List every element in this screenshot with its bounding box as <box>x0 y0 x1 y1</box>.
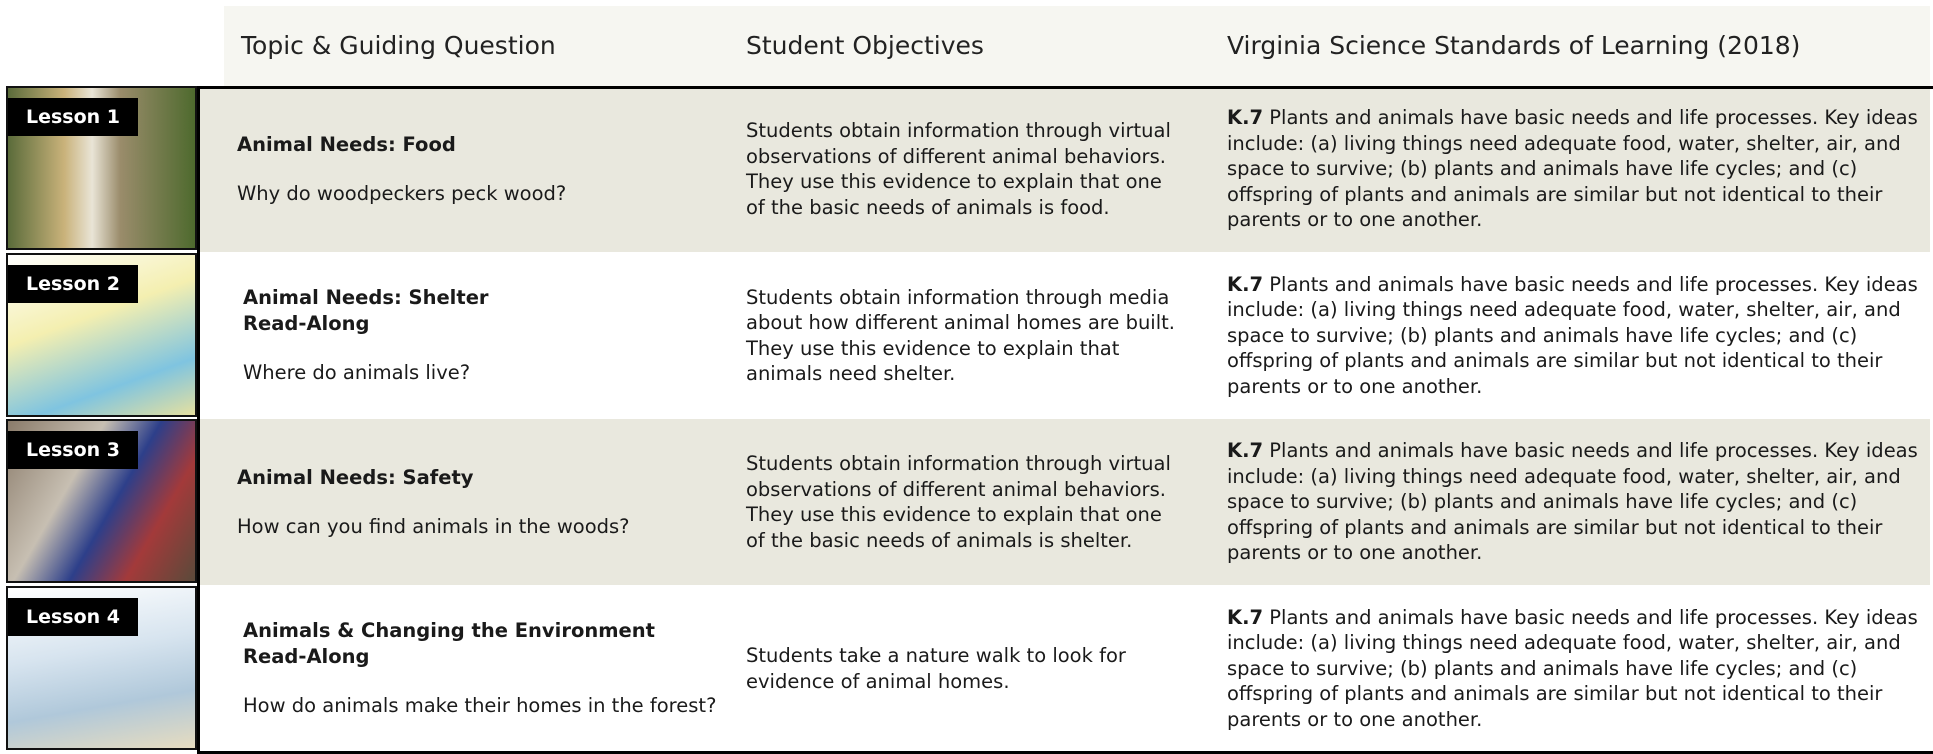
topic-cell: Animal Needs: Safety How can you find ani… <box>237 419 717 585</box>
lesson-label: Lesson 3 <box>8 431 139 469</box>
column-header: Student Objectives <box>746 31 984 60</box>
guiding-question: Where do animals live? <box>243 361 471 385</box>
title-line: Animal Needs: Food <box>237 132 456 156</box>
standard: K.7 Plants and animals have basic needs … <box>1227 438 1922 566</box>
table-row: Lesson 2 Animal Needs: Shelter Read-Along W… <box>6 252 1930 419</box>
table-row: Lesson 3 Animal Needs: Safety How can you … <box>6 419 1930 585</box>
topic-title: Animal Needs: Food <box>237 132 717 158</box>
objectives-cell: Students take a nature walk to look for … <box>746 586 1178 752</box>
table-row: Lesson 4 Animals & Changing the Environme… <box>6 585 1930 752</box>
objectives-cell: Students obtain information through virt… <box>746 419 1178 585</box>
guiding-question: Why do woodpeckers peck wood? <box>237 182 567 205</box>
standards-cell: K.7 Plants and animals have basic needs … <box>1227 586 1922 752</box>
lesson-label: Lesson 2 <box>8 264 139 303</box>
title-line: Animal Needs: Safety <box>237 465 474 489</box>
lesson-table: Lesson 1 Animal Needs: Food Why do woodpec… <box>6 86 1933 754</box>
objectives-text: Students obtain information through virt… <box>746 452 1171 552</box>
standard-code: K.7 <box>1227 439 1264 463</box>
lesson-thumbnail: Lesson 1 <box>6 86 197 250</box>
standard-code: K.7 <box>1227 605 1264 629</box>
standard-text: Plants and animals have basic needs and … <box>1227 106 1918 232</box>
standard-code: K.7 <box>1227 106 1264 130</box>
standard-text: Plants and animals have basic needs and … <box>1227 605 1918 731</box>
standards-cell: K.7 Plants and animals have basic needs … <box>1227 419 1922 585</box>
topic-cell: Animal Needs: Food Why do woodpeckers pec… <box>237 86 717 252</box>
lesson-thumbnail: Lesson 4 <box>6 585 197 750</box>
guiding-question: How can you find animals in the woods? <box>237 515 630 538</box>
standards-cell: K.7 Plants and animals have basic needs … <box>1227 86 1922 252</box>
topic-title: Animals & Changing the Environment Read-A… <box>243 618 723 669</box>
objectives-cell: Students obtain information through virt… <box>746 86 1178 252</box>
standard-text: Plants and animals have basic needs and … <box>1227 439 1918 565</box>
standard: K.7 Plants and animals have basic needs … <box>1227 605 1922 733</box>
lesson-thumbnail: Lesson 2 <box>6 252 197 417</box>
topic-cell: Animal Needs: Shelter Read-Along Where do … <box>243 253 723 419</box>
standards-cell: K.7 Plants and animals have basic needs … <box>1227 253 1922 419</box>
standard-code: K.7 <box>1227 272 1264 296</box>
title-line: Animals & Changing the Environment <box>243 619 655 643</box>
title-line: Read-Along <box>243 644 370 668</box>
topic-cell: Animals & Changing the Environment Read-A… <box>243 586 723 752</box>
lesson-thumbnail: Lesson 3 <box>6 419 197 583</box>
objectives-text: Students obtain information through virt… <box>746 119 1171 219</box>
lesson-label: Lesson 4 <box>8 597 139 636</box>
objectives-cell: Students obtain information through medi… <box>746 253 1178 419</box>
table-header: Topic & Guiding Question Student Objecti… <box>224 6 1930 86</box>
objectives-text: Students obtain information through medi… <box>746 285 1175 386</box>
standard: K.7 Plants and animals have basic needs … <box>1227 272 1922 400</box>
topic-title: Animal Needs: Shelter Read-Along <box>243 285 723 336</box>
guiding-question: How do animals make their homes in the f… <box>243 694 717 718</box>
standard: K.7 Plants and animals have basic needs … <box>1227 105 1922 233</box>
topic-title: Animal Needs: Safety <box>237 465 717 491</box>
lesson-label: Lesson 1 <box>8 98 139 136</box>
objectives-text: Students take a nature walk to look for … <box>746 644 1126 693</box>
table-row: Lesson 1 Animal Needs: Food Why do woodpec… <box>6 86 1930 252</box>
title-line: Animal Needs: Shelter <box>243 286 489 310</box>
column-header: Topic & Guiding Question <box>241 31 556 60</box>
column-header: Virginia Science Standards of Learning (… <box>1227 31 1801 60</box>
standard-text: Plants and animals have basic needs and … <box>1227 272 1918 398</box>
title-line: Read-Along <box>243 311 370 335</box>
